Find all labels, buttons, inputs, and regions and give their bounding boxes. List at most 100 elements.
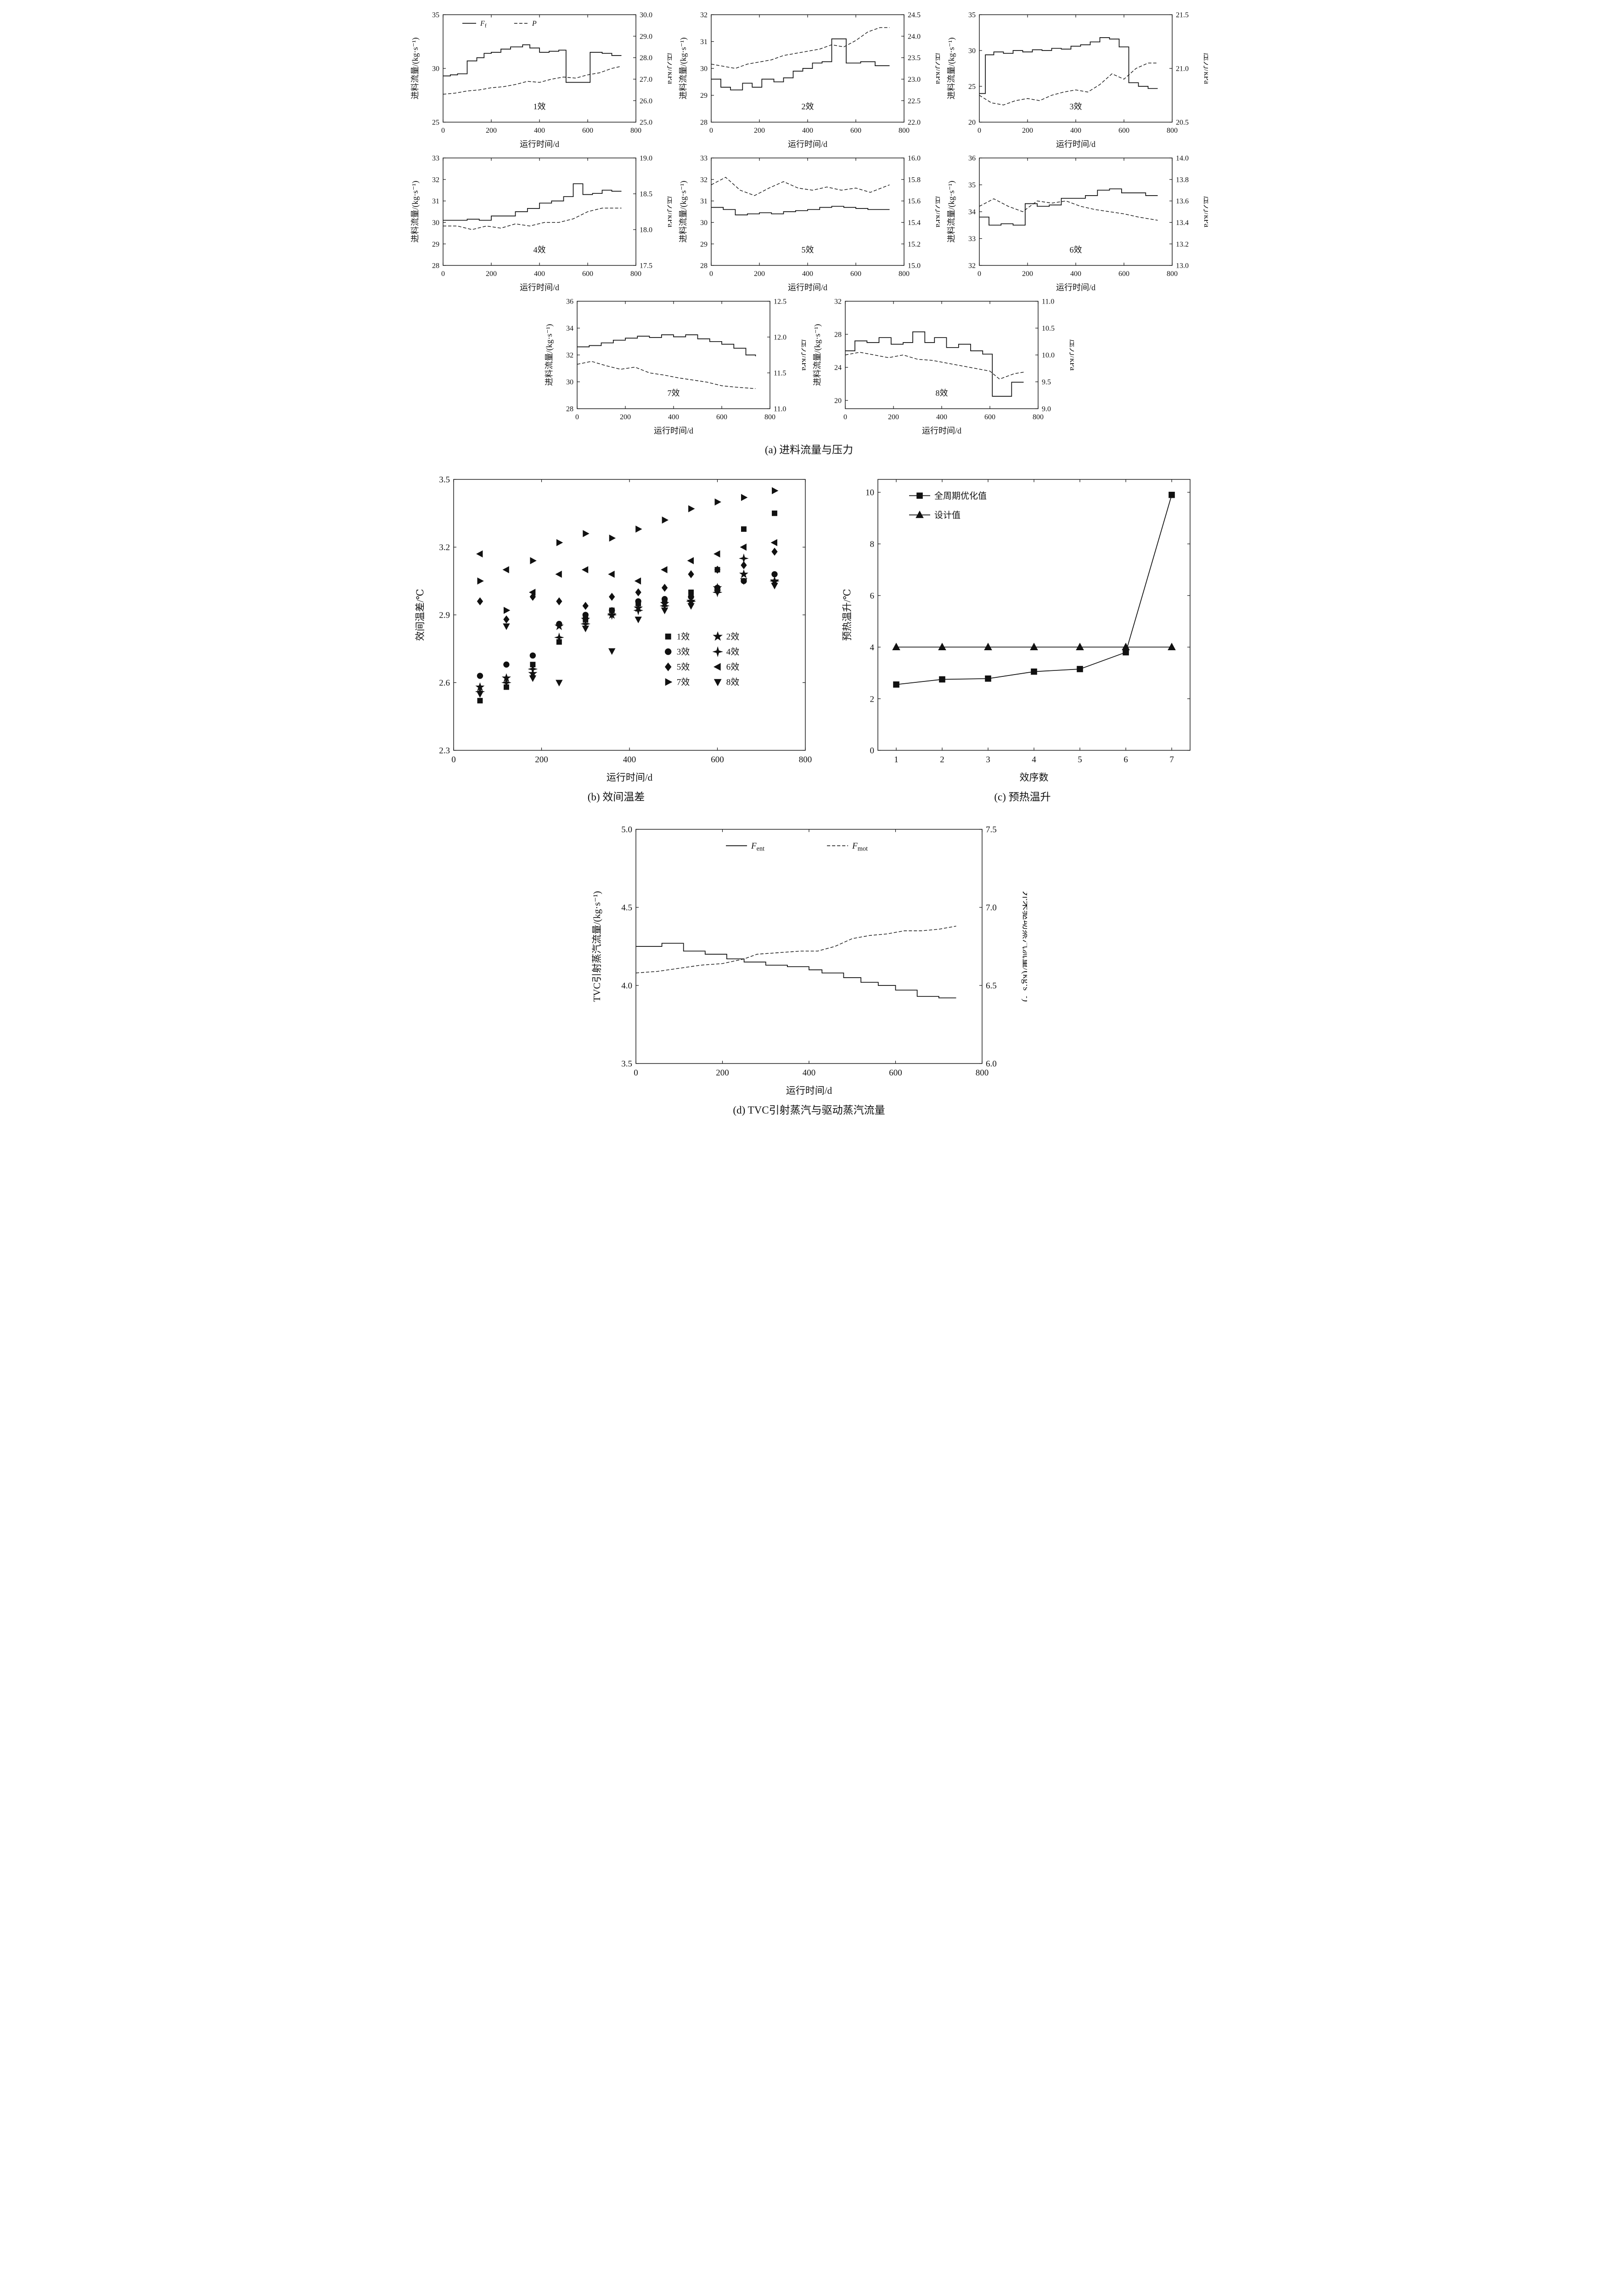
svg-text:15.8: 15.8	[908, 176, 921, 184]
caption-panel-d: (d) TVC引射蒸汽与驱动蒸汽流量	[733, 1104, 885, 1116]
svg-text:0: 0	[709, 127, 713, 135]
svg-text:1: 1	[894, 755, 899, 765]
svg-text:2效: 2效	[802, 102, 814, 111]
svg-text:2.6: 2.6	[439, 678, 450, 688]
caption-panel-c: (c) 预热温升	[994, 791, 1051, 803]
svg-text:1效: 1效	[534, 102, 546, 111]
svg-text:28: 28	[432, 262, 439, 270]
svg-text:24: 24	[834, 364, 842, 372]
svg-text:3: 3	[986, 755, 990, 765]
svg-text:6.0: 6.0	[986, 1059, 997, 1069]
panel-a-row-1: 0 200 400 600 800 25 30 35 25.0 26.0 27.0 28.0 29.0 3…	[403, 8, 1215, 152]
svg-text:400: 400	[936, 413, 947, 421]
svg-text:34: 34	[566, 325, 573, 332]
svg-text:Fmot: Fmot	[852, 841, 868, 852]
svg-text:32: 32	[432, 176, 439, 184]
svg-text:0: 0	[634, 1068, 638, 1078]
svg-text:运行时间/d: 运行时间/d	[1056, 283, 1096, 292]
svg-text:200: 200	[754, 270, 765, 278]
svg-text:3效: 3效	[677, 647, 690, 657]
svg-text:压力/kPa: 压力/kPa	[1202, 196, 1208, 227]
svg-text:800: 800	[976, 1068, 989, 1078]
svg-text:400: 400	[534, 127, 545, 135]
svg-text:33: 33	[968, 235, 976, 243]
svg-text:设计值: 设计值	[934, 510, 961, 520]
svg-text:800: 800	[1033, 413, 1044, 421]
panel-b: 0 200 400 600 800 2.3 2.6 2.9 3.2 3.5 运行时间/d 效间温差/℃…	[414, 468, 818, 810]
svg-text:运行时间/d: 运行时间/d	[788, 283, 827, 292]
svg-text:7.5: 7.5	[986, 825, 997, 835]
svg-text:800: 800	[1167, 270, 1178, 278]
svg-text:3.5: 3.5	[439, 475, 450, 485]
svg-text:效间温差/℃: 效间温差/℃	[415, 589, 426, 641]
svg-text:4.0: 4.0	[621, 981, 632, 991]
svg-text:0: 0	[870, 746, 875, 756]
svg-text:12.5: 12.5	[774, 298, 787, 306]
svg-text:30.0: 30.0	[640, 11, 652, 19]
svg-text:31: 31	[700, 197, 708, 205]
svg-text:4: 4	[1032, 755, 1036, 765]
svg-text:400: 400	[668, 413, 679, 421]
svg-text:21.0: 21.0	[1176, 65, 1189, 73]
panel-d-block: 0 200 400 600 800 3.5 4.0 4.5 5.0 6.0 6.5 7.0 7.5 运行时…	[591, 818, 1027, 1123]
svg-text:30: 30	[566, 378, 573, 386]
svg-text:29: 29	[700, 92, 708, 100]
svg-text:28: 28	[700, 262, 708, 270]
svg-text:200: 200	[1022, 270, 1033, 278]
svg-text:13.4: 13.4	[1176, 219, 1189, 227]
svg-text:600: 600	[1118, 270, 1129, 278]
svg-text:200: 200	[620, 413, 631, 421]
svg-text:进料流量/(kg·s⁻¹): 进料流量/(kg·s⁻¹)	[679, 181, 688, 243]
svg-text:进料流量/(kg·s⁻¹): 进料流量/(kg·s⁻¹)	[947, 38, 956, 100]
svg-text:800: 800	[1167, 127, 1178, 135]
svg-text:0: 0	[451, 755, 456, 765]
svg-text:200: 200	[1022, 127, 1033, 135]
svg-text:2: 2	[870, 694, 875, 704]
chart-effect-5: 0 200 400 600 800 28 29 30 31 32 33 15.0 15.2 15.4 15.…	[678, 152, 940, 295]
svg-text:400: 400	[623, 755, 636, 765]
svg-text:1效: 1效	[677, 632, 690, 642]
svg-text:800: 800	[899, 127, 910, 135]
svg-text:8效: 8效	[936, 388, 948, 398]
svg-text:进料流量/(kg·s⁻¹): 进料流量/(kg·s⁻¹)	[410, 38, 420, 100]
svg-text:13.6: 13.6	[1176, 197, 1189, 205]
svg-text:600: 600	[582, 270, 593, 278]
svg-text:5效: 5效	[802, 245, 814, 254]
svg-text:600: 600	[711, 755, 724, 765]
svg-text:200: 200	[486, 270, 497, 278]
svg-text:压力/kPa: 压力/kPa	[934, 53, 940, 84]
svg-text:5.0: 5.0	[621, 825, 632, 835]
svg-text:30: 30	[968, 47, 976, 55]
svg-text:3效: 3效	[1070, 102, 1082, 111]
svg-text:26.0: 26.0	[640, 97, 652, 105]
svg-text:28.0: 28.0	[640, 54, 652, 62]
svg-text:29: 29	[432, 241, 439, 248]
svg-text:10: 10	[865, 488, 874, 498]
svg-text:TVC引射蒸汽流量/(kg·s⁻¹): TVC引射蒸汽流量/(kg·s⁻¹)	[591, 891, 602, 1002]
svg-text:35: 35	[968, 181, 976, 189]
svg-text:800: 800	[799, 755, 812, 765]
svg-text:11.5: 11.5	[774, 370, 786, 377]
svg-text:18.0: 18.0	[640, 226, 652, 234]
svg-text:2.3: 2.3	[439, 746, 450, 756]
svg-text:18.5: 18.5	[640, 191, 652, 198]
svg-text:17.5: 17.5	[640, 262, 652, 270]
svg-text:5: 5	[1078, 755, 1082, 765]
svg-text:4效: 4效	[726, 647, 740, 657]
svg-text:600: 600	[582, 127, 593, 135]
svg-text:运行时间/d: 运行时间/d	[1056, 140, 1096, 149]
svg-text:23.0: 23.0	[908, 76, 921, 84]
svg-text:6: 6	[1124, 755, 1128, 765]
svg-text:3.2: 3.2	[439, 543, 450, 552]
svg-text:200: 200	[888, 413, 899, 421]
svg-text:32: 32	[968, 262, 976, 270]
svg-text:3.5: 3.5	[621, 1059, 632, 1069]
svg-text:11.0: 11.0	[774, 405, 786, 413]
svg-text:800: 800	[630, 127, 641, 135]
chart-effect-6: 0 200 400 600 800 32 33 34 35 36 13.0 13.2 13.4 13.6 1…	[946, 152, 1208, 295]
svg-text:压力/kPa: 压力/kPa	[1068, 339, 1074, 371]
svg-text:21.5: 21.5	[1176, 11, 1189, 19]
svg-text:32: 32	[834, 298, 842, 306]
svg-text:20.5: 20.5	[1176, 119, 1189, 127]
svg-text:12.0: 12.0	[774, 334, 787, 342]
